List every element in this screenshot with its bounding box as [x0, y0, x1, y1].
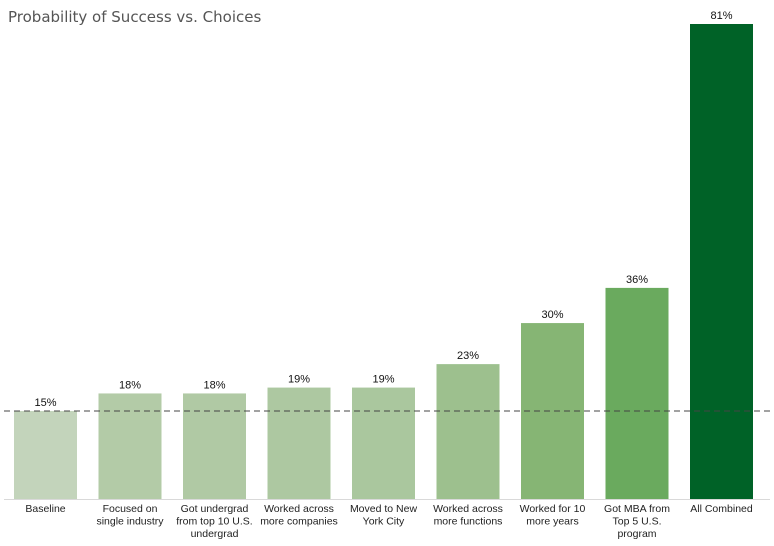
category-label-4: Worked across more companies	[260, 503, 338, 528]
bar-4	[267, 387, 331, 499]
value-label-2: 18%	[119, 379, 141, 391]
category-label-9: All Combined	[690, 503, 753, 515]
category-label-1: Baseline	[25, 503, 65, 515]
value-label-5: 19%	[372, 374, 394, 386]
value-label-9: 81%	[710, 10, 732, 22]
bar-9	[690, 24, 753, 499]
bar-3	[183, 393, 246, 499]
category-label-7: Worked for 10 more years	[520, 503, 586, 528]
bar-1	[14, 411, 77, 499]
value-label-8: 36%	[626, 274, 648, 286]
category-label-2: Focused on single industry	[96, 503, 164, 528]
category-label-5: Moved to New York City	[350, 503, 418, 528]
value-label-7: 30%	[541, 309, 563, 321]
value-label-6: 23%	[457, 350, 479, 362]
category-label-3: Got undergrad from top 10 U.S. undergrad	[176, 503, 252, 540]
category-label-6: Worked across more functions	[433, 503, 503, 528]
value-label-3: 18%	[203, 379, 225, 391]
bar-7	[521, 323, 584, 499]
bar-8	[605, 287, 669, 499]
bar-2	[98, 393, 162, 499]
chart-title: Probability of Success vs. Choices	[8, 8, 262, 26]
bar-5	[352, 387, 415, 499]
category-label-8: Got MBA from Top 5 U.S. program	[604, 503, 670, 540]
bar-6	[436, 364, 500, 499]
value-label-1: 15%	[34, 397, 56, 409]
value-label-4: 19%	[288, 374, 310, 386]
